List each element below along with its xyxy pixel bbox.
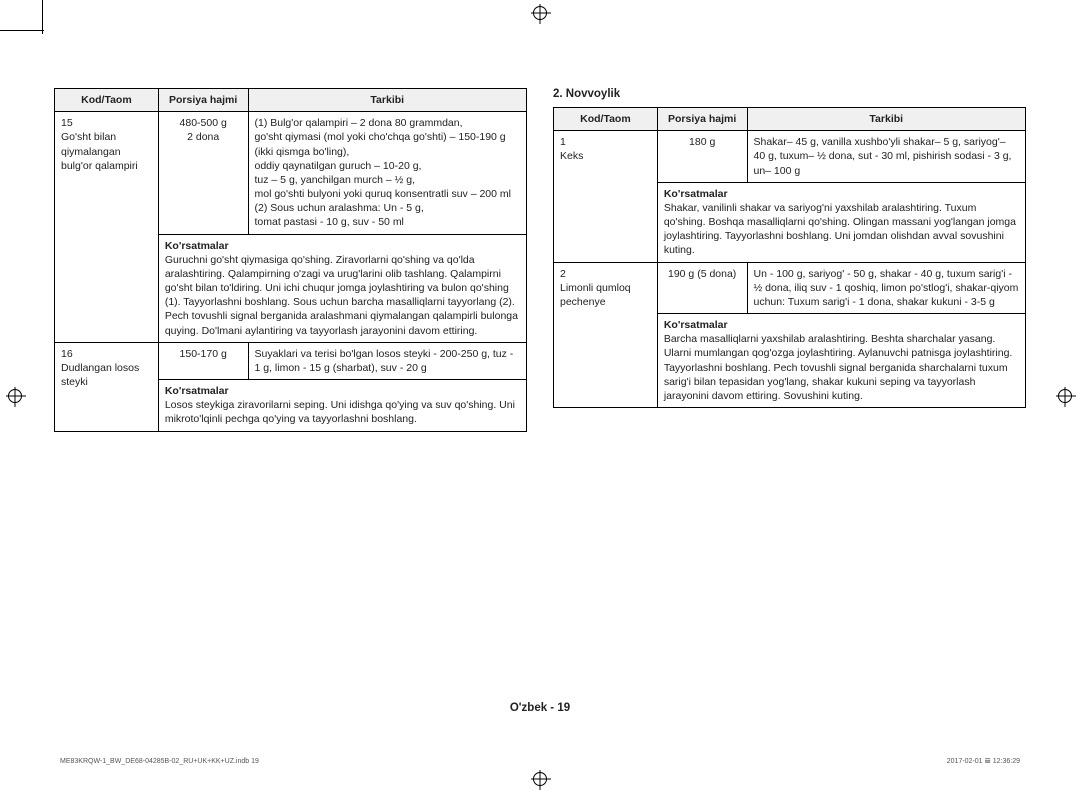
th-tarkibi: Tarkibi: [248, 89, 527, 112]
crop-mark-horizontal: [0, 30, 44, 31]
page-footer: O'zbek - 19: [0, 702, 1080, 714]
dish-name: Limonli qumloq pechenye: [560, 282, 631, 308]
printer-mark-top: [533, 6, 547, 20]
cell-korsatmalar-16: Ko'rsatmalar Losos steykiga ziravorilarn…: [158, 380, 526, 432]
content-columns: Kod/Taom Porsiya hajmi Tarkibi 15 Go'sht…: [54, 58, 1026, 432]
section-title-novvoylik: 2. Novvoylik: [553, 88, 1026, 100]
printer-mark-right: [1058, 389, 1072, 403]
cell-korsatmalar-1: Ko'rsatmalar Shakar, vanilinli shakar va…: [657, 182, 1025, 262]
th-porsiya: Porsiya hajmi: [657, 108, 747, 131]
crop-mark-vertical: [42, 0, 43, 34]
dish-name: Keks: [560, 150, 583, 162]
printer-mark-bottom: [533, 772, 547, 786]
th-tarkibi: Tarkibi: [747, 108, 1026, 131]
left-table: Kod/Taom Porsiya hajmi Tarkibi 15 Go'sht…: [54, 88, 527, 432]
kb-label: Ko'rsatmalar: [165, 240, 229, 252]
print-info-left: ME83KRQW-1_BW_DE68-04285B-02_RU+UK+KK+UZ…: [60, 758, 259, 765]
code-number: 15: [61, 117, 73, 129]
right-table: Kod/Taom Porsiya hajmi Tarkibi 1 Keks 18…: [553, 107, 1026, 408]
cell-portion-2: 190 g (5 dona): [657, 262, 747, 314]
dish-name: Dudlangan losos steyki: [61, 362, 139, 388]
cell-code-16: 16 Dudlangan losos steyki: [55, 342, 159, 431]
cell-code-2: 2 Limonli qumloq pechenye: [554, 262, 658, 408]
cell-tarkibi-2: Un - 100 g, sariyog' - 50 g, shakar - 40…: [747, 262, 1026, 314]
cell-code-1: 1 Keks: [554, 131, 658, 262]
kb-text: Shakar, vanilinli shakar va sariyog'ni y…: [664, 202, 1016, 257]
code-number: 1: [560, 136, 566, 148]
kb-text: Losos steykiga ziravorilarni seping. Uni…: [165, 399, 515, 425]
kb-text: Guruchni go'sht qiymasiga qo'shing. Zira…: [165, 254, 518, 337]
right-column: 2. Novvoylik Kod/Taom Porsiya hajmi Tark…: [553, 58, 1026, 432]
kb-label: Ko'rsatmalar: [664, 319, 728, 331]
code-number: 16: [61, 348, 73, 360]
cell-portion-15: 480-500 g 2 dona: [158, 112, 248, 234]
cell-portion-1: 180 g: [657, 131, 747, 183]
kb-label: Ko'rsatmalar: [165, 385, 229, 397]
th-porsiya: Porsiya hajmi: [158, 89, 248, 112]
left-column: Kod/Taom Porsiya hajmi Tarkibi 15 Go'sht…: [54, 58, 527, 432]
cell-tarkibi-1: Shakar– 45 g, vanilla xushbo'yli shakar–…: [747, 131, 1026, 183]
cell-korsatmalar-2: Ko'rsatmalar Barcha masalliqlarni yaxshi…: [657, 314, 1025, 408]
printer-mark-left: [8, 389, 22, 403]
kb-label: Ko'rsatmalar: [664, 188, 728, 200]
cell-tarkibi-16: Suyaklari va terisi bo'lgan losos steyki…: [248, 342, 527, 379]
th-kod-taom: Kod/Taom: [55, 89, 159, 112]
cell-tarkibi-15: (1) Bulg'or qalampiri – 2 dona 80 grammd…: [248, 112, 527, 234]
cell-code-15: 15 Go'sht bilan qiymalangan bulg'or qala…: [55, 112, 159, 343]
print-info-right: 2017-02-01 𝌆 12:36:29: [947, 757, 1020, 765]
kb-text: Barcha masalliqlarni yaxshilab aralashti…: [664, 333, 1013, 402]
code-number: 2: [560, 268, 566, 280]
dish-name: Go'sht bilan qiymalangan bulg'or qalampi…: [61, 131, 138, 171]
th-kod-taom: Kod/Taom: [554, 108, 658, 131]
cell-korsatmalar-15: Ko'rsatmalar Guruchni go'sht qiymasiga q…: [158, 234, 526, 342]
cell-portion-16: 150-170 g: [158, 342, 248, 379]
